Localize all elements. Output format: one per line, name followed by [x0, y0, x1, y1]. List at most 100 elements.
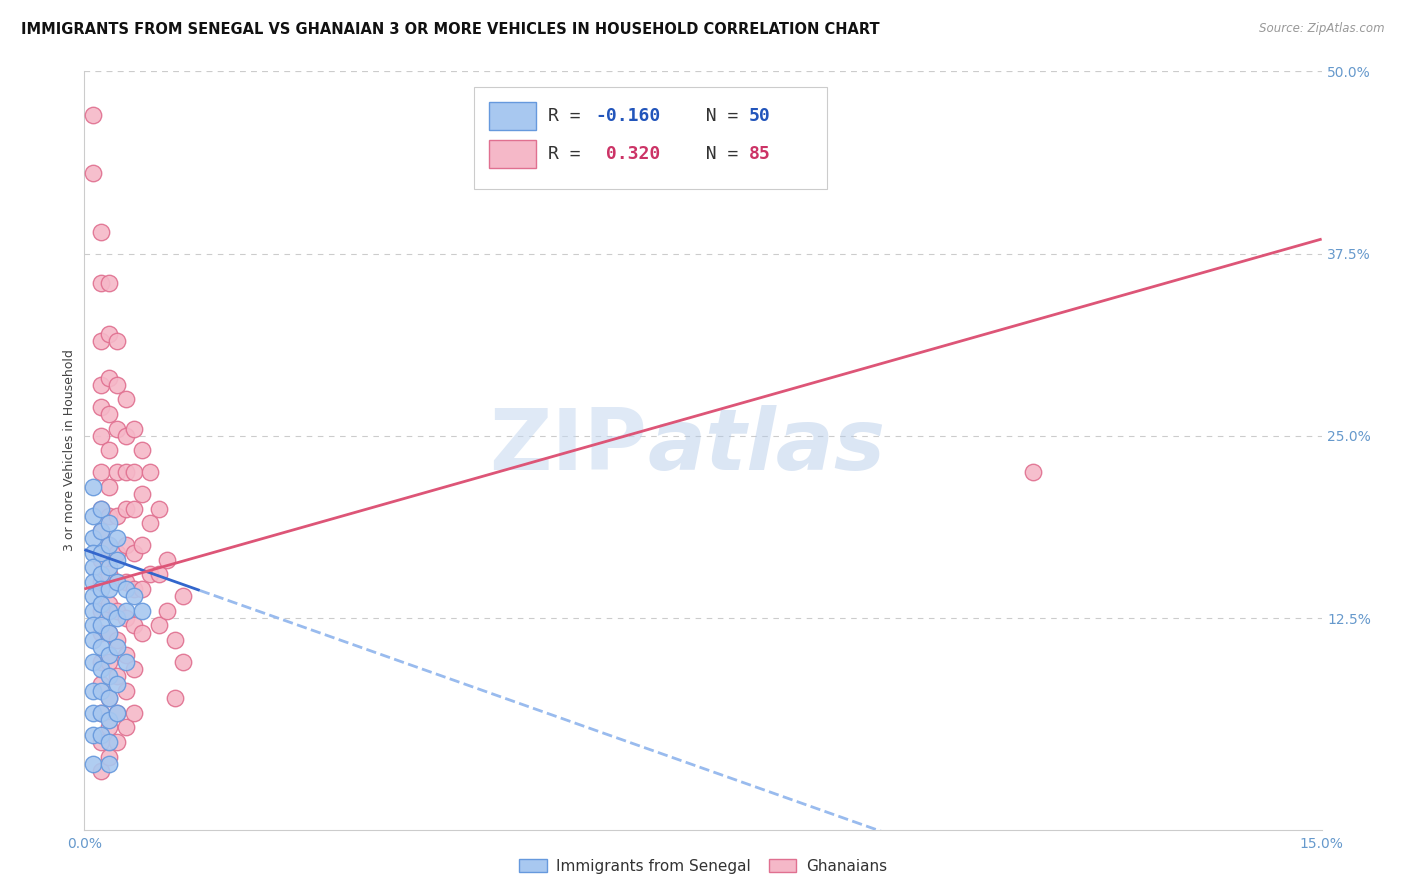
Point	[90, 429, 112, 443]
Point	[114, 538, 136, 552]
Text: ZIP: ZIP	[489, 405, 647, 488]
Point	[114, 582, 136, 596]
Bar	[489, 102, 536, 130]
Point	[98, 567, 121, 582]
Point	[105, 545, 128, 559]
Point	[105, 706, 128, 720]
Text: R =: R =	[548, 107, 592, 125]
Point	[114, 684, 136, 698]
Point	[82, 560, 104, 574]
Point	[122, 662, 145, 676]
Point	[105, 669, 128, 683]
Point	[139, 466, 162, 480]
Point	[122, 466, 145, 480]
FancyBboxPatch shape	[474, 87, 827, 189]
Point	[156, 553, 179, 567]
Point	[98, 713, 121, 727]
Point	[114, 574, 136, 589]
Point	[165, 633, 187, 648]
Point	[114, 392, 136, 407]
Point	[90, 604, 112, 618]
Point	[90, 640, 112, 655]
Point	[82, 545, 104, 559]
Point	[98, 669, 121, 683]
Point	[122, 501, 145, 516]
Point	[98, 721, 121, 735]
Point	[122, 582, 145, 596]
Point	[90, 728, 112, 742]
Point	[98, 407, 121, 421]
Point	[90, 684, 112, 698]
Point	[172, 655, 194, 669]
Point	[82, 589, 104, 603]
Point	[156, 604, 179, 618]
Point	[122, 545, 145, 559]
Point	[90, 706, 112, 720]
Point	[90, 706, 112, 720]
Text: 50: 50	[749, 107, 770, 125]
Point	[131, 538, 153, 552]
Legend: Immigrants from Senegal, Ghanaians: Immigrants from Senegal, Ghanaians	[513, 853, 893, 880]
Point	[172, 589, 194, 603]
Point	[82, 728, 104, 742]
Point	[98, 509, 121, 524]
Point	[90, 276, 112, 290]
Point	[105, 640, 128, 655]
Point	[90, 655, 112, 669]
Point	[105, 509, 128, 524]
Text: N =: N =	[685, 107, 749, 125]
Point	[105, 574, 128, 589]
Point	[90, 377, 112, 392]
Point	[82, 509, 104, 524]
Point	[165, 691, 187, 706]
Point	[105, 574, 128, 589]
Point	[90, 618, 112, 632]
Point	[90, 597, 112, 611]
Point	[98, 625, 121, 640]
Point	[114, 655, 136, 669]
Point	[148, 501, 170, 516]
Point	[98, 516, 121, 531]
Point	[98, 604, 121, 618]
Point	[98, 582, 121, 596]
Point	[82, 531, 104, 545]
Point	[90, 501, 112, 516]
Point	[105, 706, 128, 720]
Point	[131, 443, 153, 458]
Point	[114, 611, 136, 625]
Point	[98, 691, 121, 706]
Point	[98, 370, 121, 384]
Point	[98, 538, 121, 552]
Point	[82, 166, 104, 180]
Point	[131, 625, 153, 640]
Text: 0.320: 0.320	[595, 145, 661, 163]
Point	[122, 421, 145, 435]
Point	[90, 764, 112, 779]
Point	[98, 749, 121, 764]
Text: atlas: atlas	[647, 405, 886, 488]
Point	[90, 735, 112, 749]
Point	[114, 466, 136, 480]
Point	[90, 524, 112, 538]
Point	[98, 655, 121, 669]
Point	[114, 721, 136, 735]
Point	[90, 501, 112, 516]
Point	[82, 480, 104, 494]
Point	[98, 538, 121, 552]
Point	[114, 648, 136, 662]
Point	[148, 618, 170, 632]
Point	[105, 531, 128, 545]
Point	[148, 567, 170, 582]
Point	[105, 677, 128, 691]
Point	[122, 589, 145, 603]
Point	[114, 429, 136, 443]
Point	[105, 421, 128, 435]
Point	[105, 377, 128, 392]
Point	[105, 466, 128, 480]
Point	[105, 611, 128, 625]
Text: R =: R =	[548, 145, 592, 163]
Point	[122, 618, 145, 632]
Point	[98, 560, 121, 574]
Y-axis label: 3 or more Vehicles in Household: 3 or more Vehicles in Household	[63, 350, 76, 551]
Point	[82, 655, 104, 669]
